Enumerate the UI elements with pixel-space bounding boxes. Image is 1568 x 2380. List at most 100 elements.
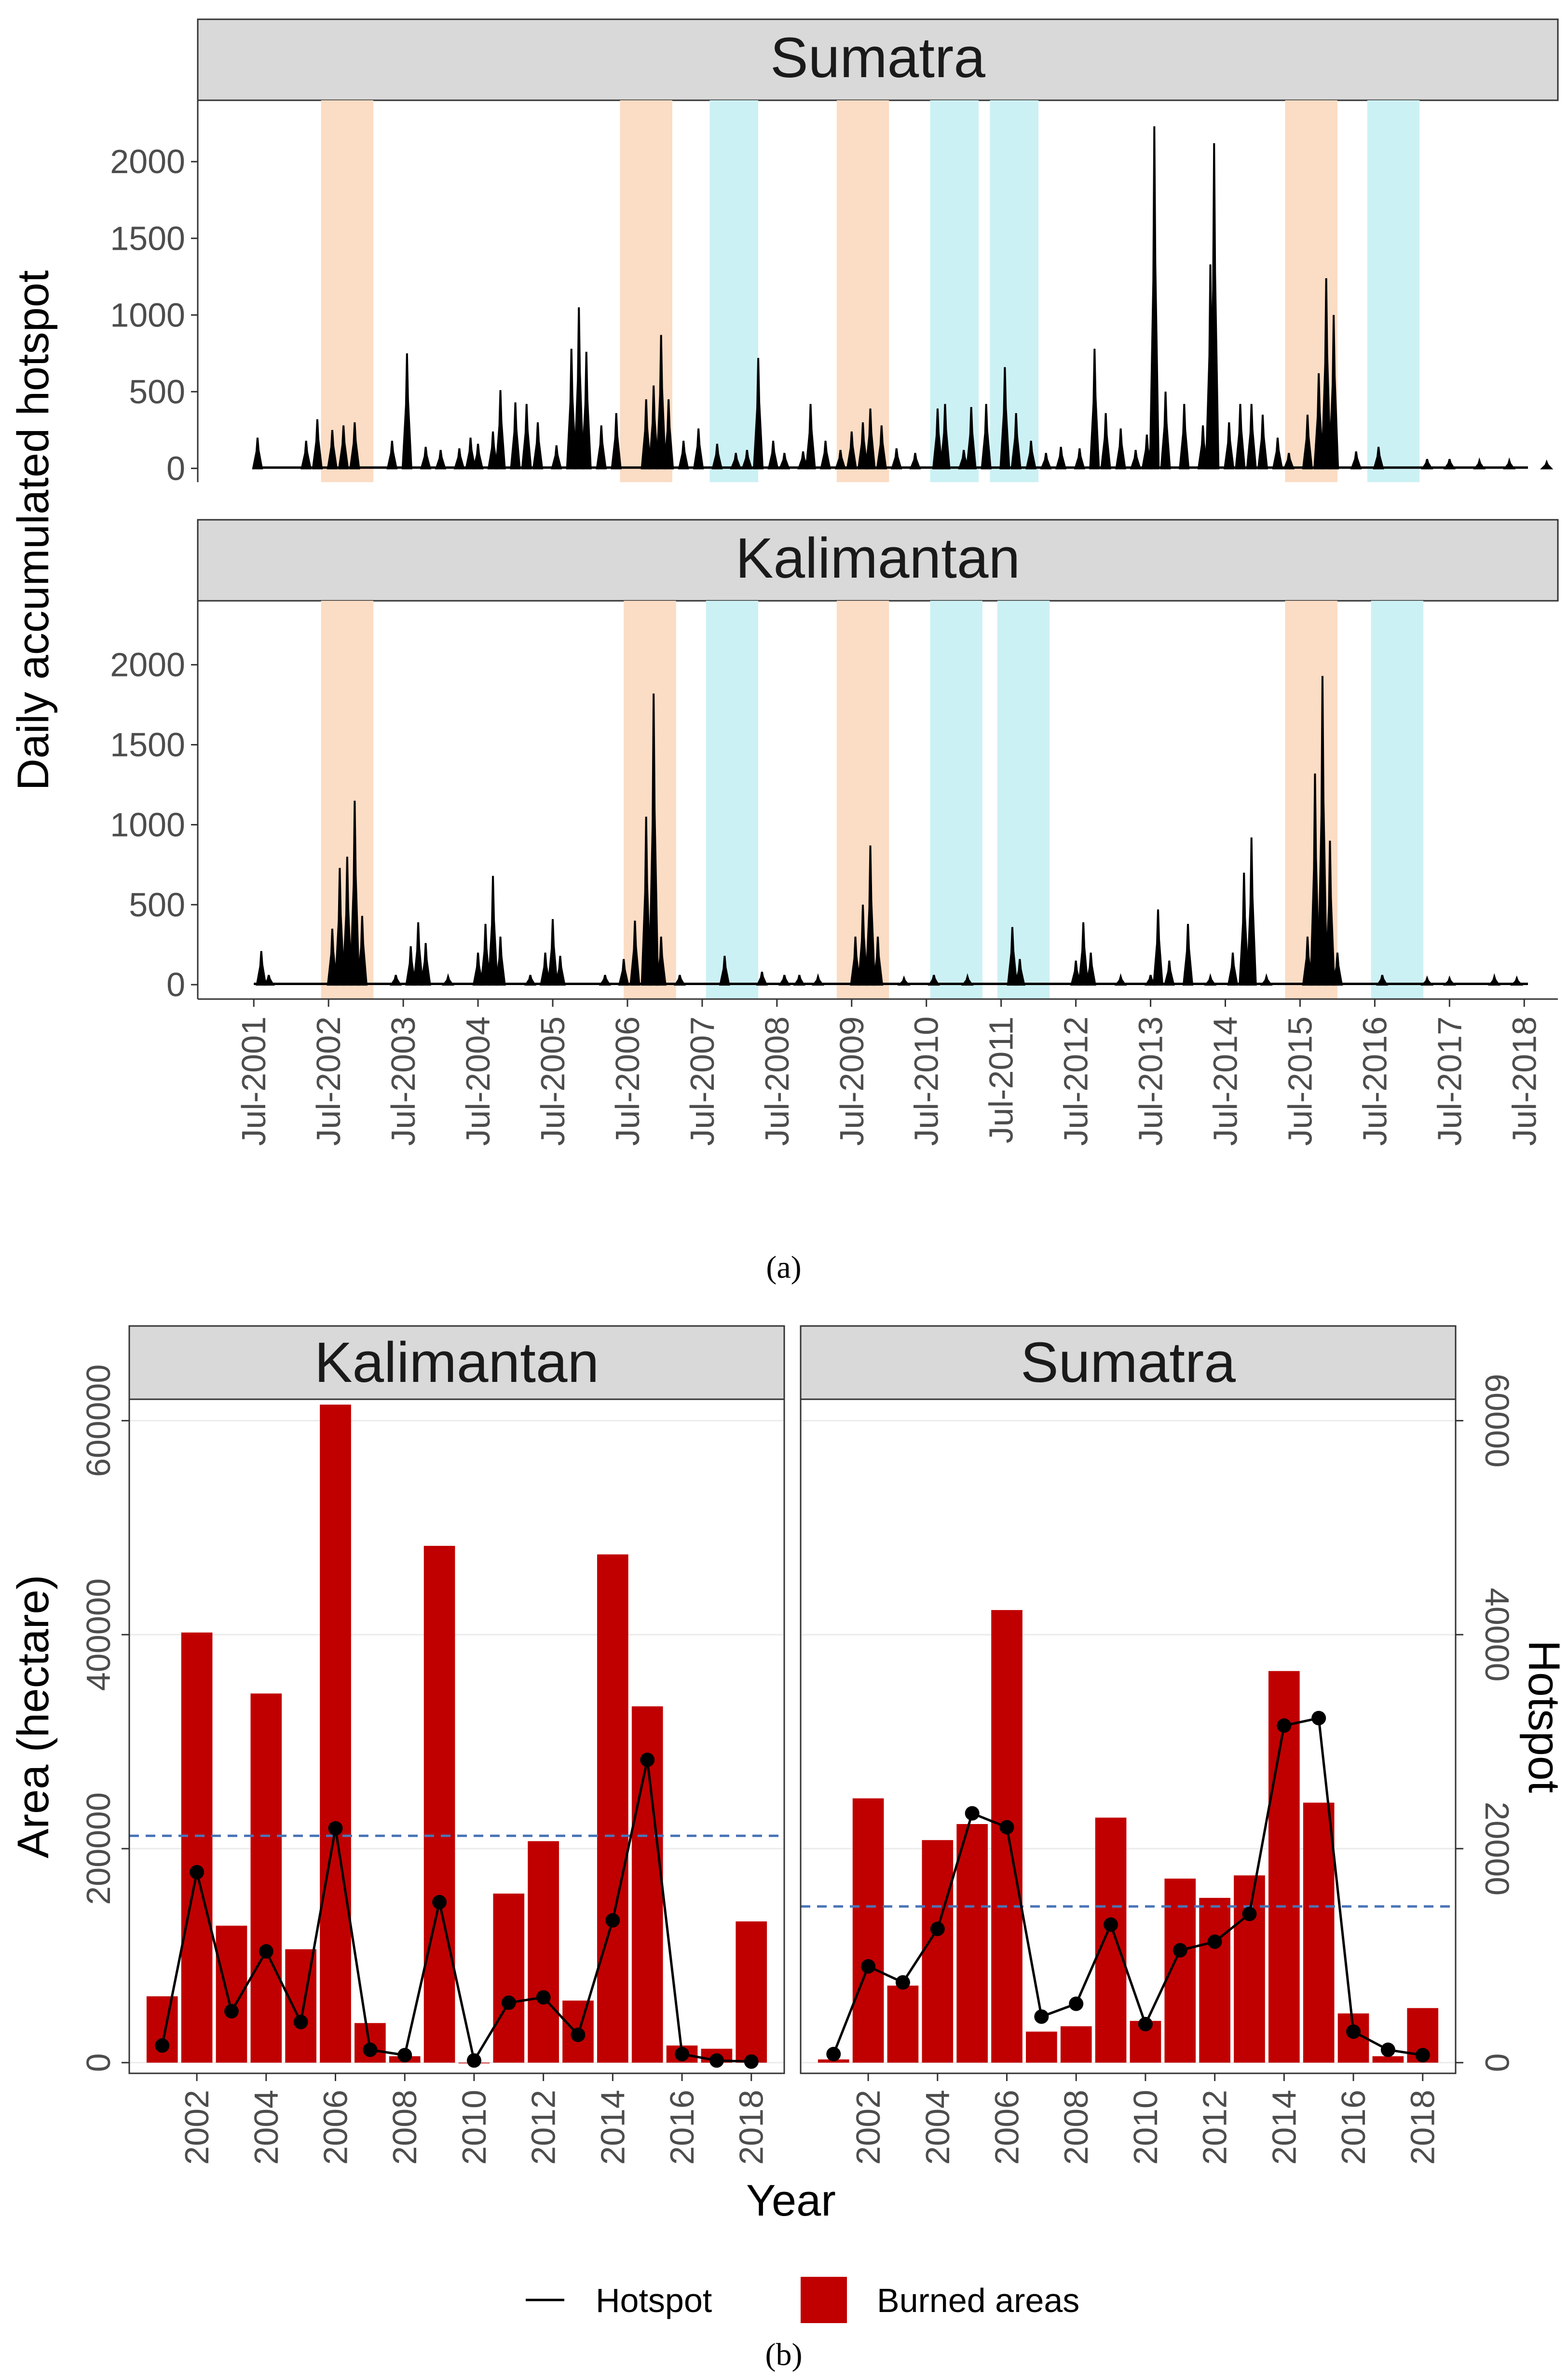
burned-area-bar-2006 — [991, 1610, 1023, 2063]
hotspot-point-2013 — [1242, 1907, 1257, 1921]
el-nino-band-0 — [321, 100, 374, 482]
hotspot-spike-37 — [805, 404, 816, 470]
x-tick-label: Jul-2015 — [1281, 1016, 1319, 1146]
x-tick-label: Jul-2012 — [1057, 1016, 1095, 1146]
caption-a: (a) — [766, 1250, 801, 1285]
x-axis-title-b: Year — [746, 2176, 836, 2225]
y-ticks-sumatra-a: 0 500 1000 1500 2000 — [110, 143, 198, 487]
hotspot-spike-52 — [1010, 413, 1022, 470]
y2-tick-label: 40000 — [1478, 1588, 1516, 1682]
burned-area-bar-2014 — [597, 1554, 628, 2063]
hotspot-line — [832, 1717, 1423, 2056]
y2-tick-label: 20000 — [1478, 1802, 1516, 1896]
burned-area-bar-2012 — [1199, 1898, 1230, 2063]
hotspot-point-2017 — [709, 2053, 724, 2068]
hotspot-spike-77 — [1328, 315, 1339, 470]
hotspot-spike-38 — [820, 440, 831, 470]
hotspot-spike-70 — [1246, 404, 1257, 470]
hotspot-spike-60 — [1420, 975, 1434, 986]
x-tick-label: 2018 — [733, 2090, 770, 2165]
hotspot-spike-56 — [1074, 448, 1085, 470]
hotspot-spike-27 — [719, 956, 730, 986]
hotspot-spike-49 — [966, 407, 977, 470]
hotspot-spike-35 — [872, 936, 884, 986]
burned-area-bar-2006 — [320, 1405, 351, 2063]
x-tick-label: Jul-2004 — [459, 1016, 497, 1146]
hotspot-point-2010 — [466, 2053, 481, 2068]
hotspot-spike-61 — [1443, 975, 1456, 986]
hotspot-spike-4 — [338, 425, 349, 470]
hotspot-spike-52 — [1246, 837, 1257, 986]
x-tick-label: Jul-2002 — [310, 1016, 347, 1146]
hotspot-spike-18 — [547, 919, 559, 986]
legend-burned-swatch — [801, 2277, 847, 2323]
hotspot-point-2006 — [999, 1820, 1014, 1835]
hotspot-spike-62 — [1149, 126, 1160, 470]
hotspot-point-2018 — [1415, 2048, 1430, 2063]
burned-area-bar-2014 — [1268, 1671, 1300, 2063]
burned-area-bar-2005 — [956, 1824, 988, 2063]
burned-area-bar-2018 — [736, 1921, 767, 2063]
x-ticks-kalimantan-b: 2002 2004 2006 2008 2010 2012 2014 2016 2018 — [178, 2073, 770, 2165]
hotspot-spike-20 — [599, 974, 611, 986]
y-tick-label: 600000 — [80, 1365, 117, 1477]
hotspot-spike-46 — [1152, 909, 1164, 986]
strip-kalimantan-a — [197, 519, 1559, 602]
hotspot-spike-17 — [532, 422, 544, 470]
burned-area-bar-2008 — [1060, 2026, 1092, 2063]
hotspot-spike-0 — [256, 951, 267, 986]
hotspot-spike-53 — [1260, 973, 1273, 986]
burned-area-bars-sumatra — [818, 1610, 1439, 2063]
burned-area-bar-2017 — [1372, 2056, 1404, 2063]
hotspot-spike-42 — [1077, 922, 1089, 986]
hotspot-spike-29 — [693, 428, 704, 470]
hotspot-spike-16 — [524, 974, 537, 986]
hotspot-spike-28 — [756, 972, 768, 986]
hotspot-point-2009 — [1104, 1917, 1118, 1932]
x-tick-label: 2014 — [594, 2090, 631, 2165]
hotspot-spike-34 — [767, 440, 779, 470]
hotspot-spike-5 — [349, 422, 360, 470]
y-tick-label: 1500 — [110, 219, 185, 257]
x-tick-label: Jul-2017 — [1431, 1016, 1468, 1146]
hotspot-point-2008 — [397, 2048, 412, 2063]
y-tick-label: 500 — [129, 886, 185, 923]
hotspot-spike-30 — [793, 974, 805, 986]
burned-area-bar-2013 — [1234, 1875, 1265, 2063]
hotspot-spike-47 — [940, 404, 951, 470]
hotspot-spike-48 — [1182, 924, 1194, 986]
x-tick-label: Jul-2011 — [982, 1016, 1020, 1143]
x-tick-label: 2004 — [247, 2090, 285, 2165]
la-nina-band-2 — [990, 100, 1039, 482]
x-tick-label: 2016 — [1335, 2090, 1372, 2165]
y2-axis-title-b: Hotspot — [1519, 1640, 1568, 1793]
la-nina-band-0 — [709, 100, 759, 482]
hotspot-spike-23 — [611, 413, 622, 470]
burned-area-bar-2004 — [922, 1840, 954, 2063]
hotspot-spike-16 — [521, 404, 532, 470]
la-nina-band-0 — [706, 601, 759, 999]
hotspot-spike-15 — [510, 402, 521, 470]
hotspot-spike-74 — [1302, 414, 1313, 470]
x-tick-label: 2002 — [178, 2090, 216, 2165]
hotspot-point-2014 — [1277, 1718, 1292, 1733]
hotspot-point-2010 — [1138, 2016, 1153, 2031]
burned-area-bar-2009 — [1095, 1817, 1127, 2063]
x-tick-label: 2018 — [1404, 2090, 1442, 2165]
hotspot-point-2014 — [605, 1913, 620, 1928]
hotspot-spike-36 — [897, 975, 911, 986]
x-tick-label: 2008 — [386, 2090, 423, 2165]
hotspot-series-kalimantan — [254, 676, 1528, 986]
hotspot-spike-58 — [1332, 952, 1343, 986]
hotspot-spike-10 — [420, 943, 431, 986]
hotspot-spike-40 — [1014, 959, 1025, 986]
x-tick-label: 2010 — [455, 2090, 493, 2165]
hotspot-spike-81 — [1443, 459, 1456, 470]
la-nina-band-2 — [997, 601, 1050, 999]
hotspot-spike-35 — [778, 453, 791, 470]
hotspot-spike-2 — [312, 419, 323, 470]
x-tick-label: 2004 — [919, 2090, 956, 2165]
hotspot-spike-43 — [1085, 952, 1096, 986]
